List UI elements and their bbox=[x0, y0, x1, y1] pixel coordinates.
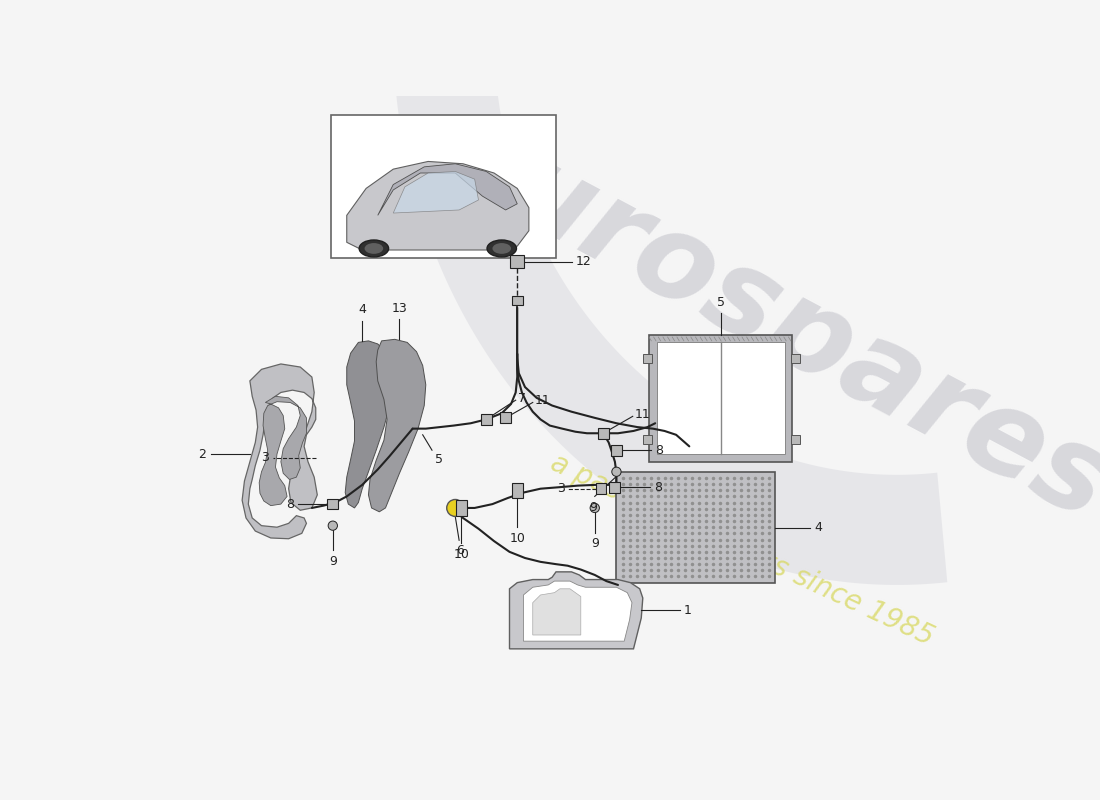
Ellipse shape bbox=[493, 243, 512, 254]
Polygon shape bbox=[260, 396, 307, 506]
Ellipse shape bbox=[364, 243, 383, 254]
Bar bbox=[512, 482, 522, 498]
Text: 9: 9 bbox=[329, 555, 337, 568]
Bar bbox=[500, 413, 512, 423]
Bar bbox=[510, 255, 525, 268]
Ellipse shape bbox=[447, 499, 464, 517]
Polygon shape bbox=[377, 164, 517, 215]
Bar bbox=[456, 500, 466, 516]
Bar bbox=[657, 342, 784, 454]
Ellipse shape bbox=[328, 521, 338, 530]
Ellipse shape bbox=[487, 240, 517, 257]
Text: 9: 9 bbox=[591, 538, 598, 550]
Polygon shape bbox=[524, 581, 631, 641]
Text: 4: 4 bbox=[359, 303, 366, 316]
Text: 8: 8 bbox=[656, 444, 663, 457]
Bar bbox=[331, 115, 556, 258]
Text: 9: 9 bbox=[590, 501, 597, 514]
Text: 12: 12 bbox=[575, 255, 591, 268]
Text: 7: 7 bbox=[518, 392, 526, 405]
Text: eurospares: eurospares bbox=[417, 94, 1100, 546]
Polygon shape bbox=[532, 589, 581, 635]
Polygon shape bbox=[395, 66, 947, 585]
Text: 5: 5 bbox=[717, 296, 725, 310]
Ellipse shape bbox=[359, 240, 388, 257]
Text: 8: 8 bbox=[286, 498, 294, 510]
Polygon shape bbox=[509, 572, 642, 649]
Bar bbox=[642, 354, 652, 363]
Bar bbox=[610, 445, 621, 455]
Text: 4: 4 bbox=[814, 521, 822, 534]
Text: 11: 11 bbox=[635, 408, 651, 422]
Polygon shape bbox=[346, 162, 529, 250]
Text: 13: 13 bbox=[392, 302, 407, 314]
Text: 5: 5 bbox=[436, 453, 443, 466]
Bar bbox=[512, 296, 522, 306]
Text: 10: 10 bbox=[453, 548, 470, 561]
Polygon shape bbox=[394, 171, 478, 213]
Bar bbox=[649, 334, 792, 462]
Bar bbox=[791, 354, 800, 363]
Text: 1: 1 bbox=[684, 604, 692, 617]
Text: 11: 11 bbox=[535, 394, 551, 407]
Bar bbox=[481, 414, 492, 425]
Polygon shape bbox=[242, 364, 317, 538]
Polygon shape bbox=[368, 339, 426, 512]
Bar bbox=[595, 483, 606, 494]
Bar bbox=[609, 482, 620, 493]
Ellipse shape bbox=[612, 467, 621, 476]
Ellipse shape bbox=[590, 503, 600, 513]
Text: 2: 2 bbox=[198, 447, 206, 461]
Text: 8: 8 bbox=[653, 481, 661, 494]
Bar bbox=[791, 435, 800, 444]
Bar bbox=[616, 472, 776, 583]
Bar bbox=[642, 435, 652, 444]
Text: 3: 3 bbox=[262, 451, 270, 464]
Text: 10: 10 bbox=[509, 532, 525, 545]
Text: a passion for parts since 1985: a passion for parts since 1985 bbox=[546, 449, 938, 652]
Text: 6: 6 bbox=[456, 544, 464, 557]
Polygon shape bbox=[345, 341, 392, 508]
Text: 3: 3 bbox=[557, 482, 564, 495]
Bar bbox=[328, 498, 338, 510]
Bar bbox=[598, 428, 608, 438]
